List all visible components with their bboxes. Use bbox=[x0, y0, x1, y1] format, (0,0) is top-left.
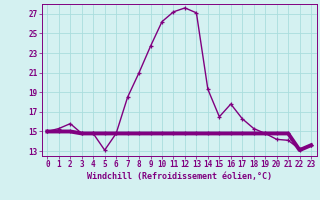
X-axis label: Windchill (Refroidissement éolien,°C): Windchill (Refroidissement éolien,°C) bbox=[87, 172, 272, 181]
